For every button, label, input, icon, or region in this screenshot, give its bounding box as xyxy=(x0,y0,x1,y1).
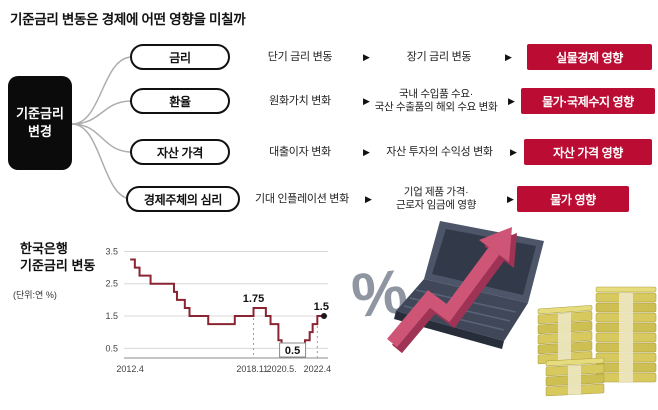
arrow-icon: ▶ xyxy=(510,147,517,157)
flow-step-loan-interest: 대출이자 변화 xyxy=(269,146,331,158)
base-rate-change-line1: 기준금리 xyxy=(16,106,64,121)
rate-step-line xyxy=(130,258,324,350)
arrow-icon: ▶ xyxy=(363,96,370,106)
rising-arrow-icon xyxy=(387,227,517,354)
flow-label-asset-price: 자산 가격 xyxy=(130,139,230,165)
x-tick-label: 2022.4 xyxy=(304,364,332,374)
chart-title-line1: 한국은행 xyxy=(20,241,68,256)
result-text: 물가 영향 xyxy=(550,192,596,207)
money-stack-back xyxy=(537,305,593,365)
result-text: 물가·국제수지 영향 xyxy=(542,94,634,109)
flow-label-exchange-rate: 환율 xyxy=(130,88,230,114)
y-tick-label: 2.5 xyxy=(105,279,118,289)
connector-line xyxy=(71,123,133,200)
annotation-label: 1.75 xyxy=(243,293,264,305)
flow-label-text: 금리 xyxy=(169,50,191,65)
result-prices-balance-of-payments: 물가·국제수지 영향 xyxy=(521,88,655,114)
connector-lines xyxy=(71,56,133,200)
y-tick-label: 0.5 xyxy=(105,343,118,353)
flow-label-text: 자산 가격 xyxy=(157,145,203,160)
flow-label-text: 환율 xyxy=(169,94,191,109)
flow-step-import-export-demand: 국내 수입품 수요· 국산 수출품의 해외 수요 변화 xyxy=(366,88,506,114)
flow-step-line: 근로자 임금에 영향 xyxy=(395,199,477,211)
connector-line xyxy=(71,100,133,125)
arrow-icon: ▶ xyxy=(507,194,514,204)
rate-chart-svg: 0.5 1.5 2.5 3.5 2012.4 2018.11.2020.5. 2022.4 1… xyxy=(105,246,332,374)
result-asset-price: 자산 가격 영향 xyxy=(524,139,652,165)
flow-step-line: 국내 수입품 수요· xyxy=(399,88,473,100)
annotation-label: 0.5 xyxy=(285,345,300,357)
base-rate-change-box: 기준금리 변경 xyxy=(8,76,72,170)
money-stack-front xyxy=(545,357,605,397)
money-stack-tall xyxy=(595,286,657,383)
connector-line xyxy=(71,56,133,125)
arrow-head xyxy=(479,227,512,262)
flow-step-product-prices-wages: 기업 제품 가격· 근로자 임금에 영향 xyxy=(372,186,500,212)
flow-label-text: 경제주체의 심리 xyxy=(143,192,223,207)
connector-line xyxy=(71,123,133,153)
arrow-icon: ▶ xyxy=(363,147,370,157)
base-rate-change-line2: 변경 xyxy=(28,124,52,139)
result-text: 실물경제 영향 xyxy=(556,50,623,65)
flow-step-line: 국산 수출품의 해외 수요 변화 xyxy=(374,101,498,113)
flow-label-economic-sentiment: 경제주체의 심리 xyxy=(126,186,240,212)
money-stacks-illustration xyxy=(537,286,657,397)
flow-step-expected-inflation: 기대 인플레이션 변화 xyxy=(255,193,349,205)
flow-label-interest-rate: 금리 xyxy=(130,44,230,70)
x-tick-label: 2012.4 xyxy=(116,364,144,374)
x-tick-label: 2020.5. xyxy=(267,364,297,374)
flow-step-investment-profitability: 자산 투자의 수익성 변화 xyxy=(386,146,493,158)
flow-step-long-term-rates: 장기 금리 변동 xyxy=(406,51,472,63)
result-text: 자산 가격 영향 xyxy=(553,145,623,160)
annotation-box xyxy=(279,342,307,358)
result-prices: 물가 영향 xyxy=(517,186,629,212)
end-dot xyxy=(321,313,327,320)
chart-unit-label: (단위:연 %) xyxy=(13,290,57,300)
arrow-icon: ▶ xyxy=(365,194,372,204)
flow-step-line: 기업 제품 가격· xyxy=(403,186,469,198)
flow-step-won-value: 원화가치 변화 xyxy=(269,95,331,107)
annotation-label: 1.5 xyxy=(314,301,329,313)
flow-step-short-term-rates: 단기 금리 변동 xyxy=(267,51,333,63)
y-tick-label: 1.5 xyxy=(105,311,118,321)
arrow-line xyxy=(387,247,500,348)
result-real-economy: 실물경제 영향 xyxy=(527,44,652,70)
arrow-icon: ▶ xyxy=(508,96,515,106)
arrow-icon: ▶ xyxy=(363,52,370,62)
y-tick-label: 3.5 xyxy=(105,246,118,256)
chart-title: 한국은행 기준금리 변동 xyxy=(20,240,95,274)
x-tick-label: 2018.11. xyxy=(236,364,270,374)
illustration: % xyxy=(348,221,657,397)
page-title: 기준금리 변동은 경제에 어떤 영향을 미칠까 xyxy=(10,12,246,27)
chart-title-line2: 기준금리 변동 xyxy=(20,258,96,273)
arrow-icon: ▶ xyxy=(505,52,512,62)
